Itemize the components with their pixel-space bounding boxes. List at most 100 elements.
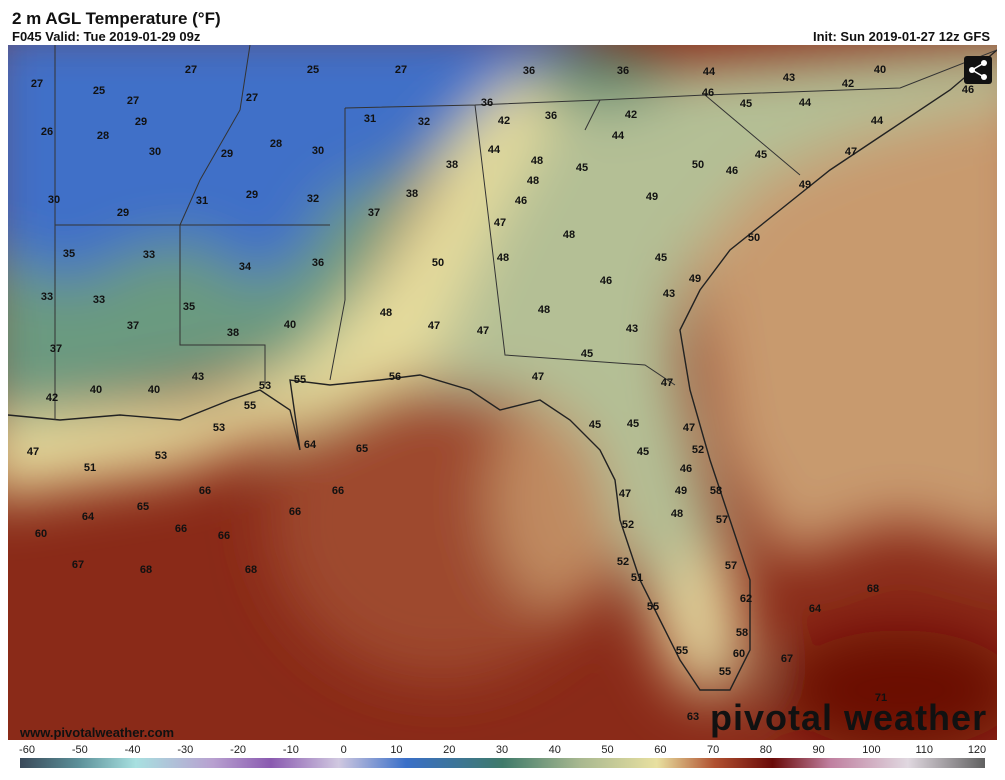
temperature-value: 50 [692, 159, 704, 171]
temperature-value: 47 [27, 446, 39, 458]
share-button[interactable] [964, 56, 992, 84]
temperature-value: 56 [389, 371, 401, 383]
temperature-value: 49 [689, 273, 701, 285]
temperature-value: 30 [149, 146, 161, 158]
colorbar-tick-label: 90 [813, 744, 825, 756]
temperature-value: 55 [244, 400, 256, 412]
temperature-value: 28 [270, 138, 282, 150]
temperature-value: 29 [117, 207, 129, 219]
temperature-value: 38 [227, 327, 239, 339]
temperature-value: 45 [655, 252, 667, 264]
temperature-value: 47 [845, 146, 857, 158]
temperature-value: 32 [307, 193, 319, 205]
temperature-value: 40 [90, 384, 102, 396]
logo: pivotal weather [710, 697, 987, 738]
temperature-value: 32 [418, 116, 430, 128]
temperature-value: 47 [683, 422, 695, 434]
temperature-value: 52 [622, 519, 634, 531]
temperature-value: 42 [498, 115, 510, 127]
temperature-value: 67 [72, 559, 84, 571]
temperature-value: 47 [619, 488, 631, 500]
temperature-value: 62 [740, 593, 752, 605]
temperature-value: 26 [41, 126, 53, 138]
temperature-value: 31 [364, 113, 376, 125]
temperature-value: 44 [799, 97, 812, 109]
temperature-value: 38 [406, 188, 418, 200]
temperature-value: 49 [646, 191, 658, 203]
temperature-value: 29 [246, 189, 258, 201]
temperature-value: 44 [871, 115, 884, 127]
colorbar-tick-label: 20 [443, 744, 455, 756]
temperature-value: 36 [617, 65, 629, 77]
temperature-value: 45 [589, 419, 601, 431]
temperature-value: 71 [875, 692, 887, 704]
temperature-value: 27 [185, 64, 197, 76]
temperature-value: 47 [428, 320, 440, 332]
temperature-value: 50 [748, 232, 760, 244]
temperature-value: 29 [135, 116, 147, 128]
temperature-value: 60 [733, 648, 745, 660]
colorbar-tick-label: 60 [654, 744, 666, 756]
temperature-value: 51 [631, 572, 643, 584]
temperature-value: 45 [637, 446, 649, 458]
temperature-value: 30 [48, 194, 60, 206]
temperature-value: 33 [143, 249, 155, 261]
temperature-value: 37 [368, 207, 380, 219]
temperature-value: 64 [809, 603, 822, 615]
temperature-value: 25 [307, 64, 319, 76]
temperature-value: 48 [563, 229, 575, 241]
colorbar-tick-label: -30 [177, 744, 193, 756]
temperature-value: 63 [687, 711, 699, 723]
colorbar-tick-label: 30 [496, 744, 508, 756]
temperature-value: 66 [332, 485, 344, 497]
temperature-value: 43 [626, 323, 638, 335]
temperature-value: 64 [304, 439, 317, 451]
colorbar-ticks: -60 -50 -40 -30 -20 -10 0 10 20 30 40 50 60 70 80 90 100… [19, 744, 986, 756]
temperature-value: 47 [661, 377, 673, 389]
temperature-value: 29 [221, 148, 233, 160]
temperature-value: 49 [675, 485, 687, 497]
temperature-value: 44 [488, 144, 501, 156]
temperature-value: 27 [395, 64, 407, 76]
colorbar-tick-label: 0 [341, 744, 347, 756]
temperature-value: 27 [31, 78, 43, 90]
temperature-value: 48 [671, 508, 683, 520]
temperature-value: 40 [874, 64, 886, 76]
temperature-value: 55 [294, 374, 306, 386]
temperature-value: 68 [140, 564, 152, 576]
temperature-value: 40 [148, 384, 160, 396]
temperature-value: 51 [84, 462, 96, 474]
colorbar-tick-label: 70 [707, 744, 719, 756]
colorbar-tick-label: 120 [968, 744, 986, 756]
colorbar-tick-label: -10 [283, 744, 299, 756]
temperature-value: 48 [380, 307, 392, 319]
temperature-value: 52 [692, 444, 704, 456]
temperature-value: 48 [527, 175, 539, 187]
colorbar-tick-label: 10 [390, 744, 402, 756]
temperature-value: 36 [312, 257, 324, 269]
colorbar-tick-label: -40 [125, 744, 141, 756]
colorbar-tick-label: 110 [915, 744, 933, 756]
temperature-value: 53 [155, 450, 167, 462]
temperature-value: 46 [962, 84, 974, 96]
temperature-value: 34 [239, 261, 252, 273]
temperature-value: 55 [719, 666, 731, 678]
temperature-value: 67 [781, 653, 793, 665]
temperature-value: 65 [356, 443, 368, 455]
colorbar-tick-label: 80 [760, 744, 772, 756]
temperature-value: 58 [736, 627, 748, 639]
temperature-value: 35 [183, 301, 195, 313]
temperature-value: 30 [312, 145, 324, 157]
temperature-value: 46 [600, 275, 612, 287]
temperature-value: 45 [581, 348, 593, 360]
temperature-value: 40 [284, 319, 296, 331]
temperature-value: 45 [576, 162, 588, 174]
map: 27 25 27 29 26 28 30 27 27 29 28 30 25 27 36 36 44 43 40 42… [8, 45, 997, 740]
temperature-value: 55 [647, 601, 659, 613]
website: www.pivotalweather.com [19, 725, 174, 740]
temperature-value: 38 [446, 159, 458, 171]
temperature-value: 31 [196, 195, 208, 207]
temperature-value: 57 [725, 560, 737, 572]
temperature-value: 33 [93, 294, 105, 306]
